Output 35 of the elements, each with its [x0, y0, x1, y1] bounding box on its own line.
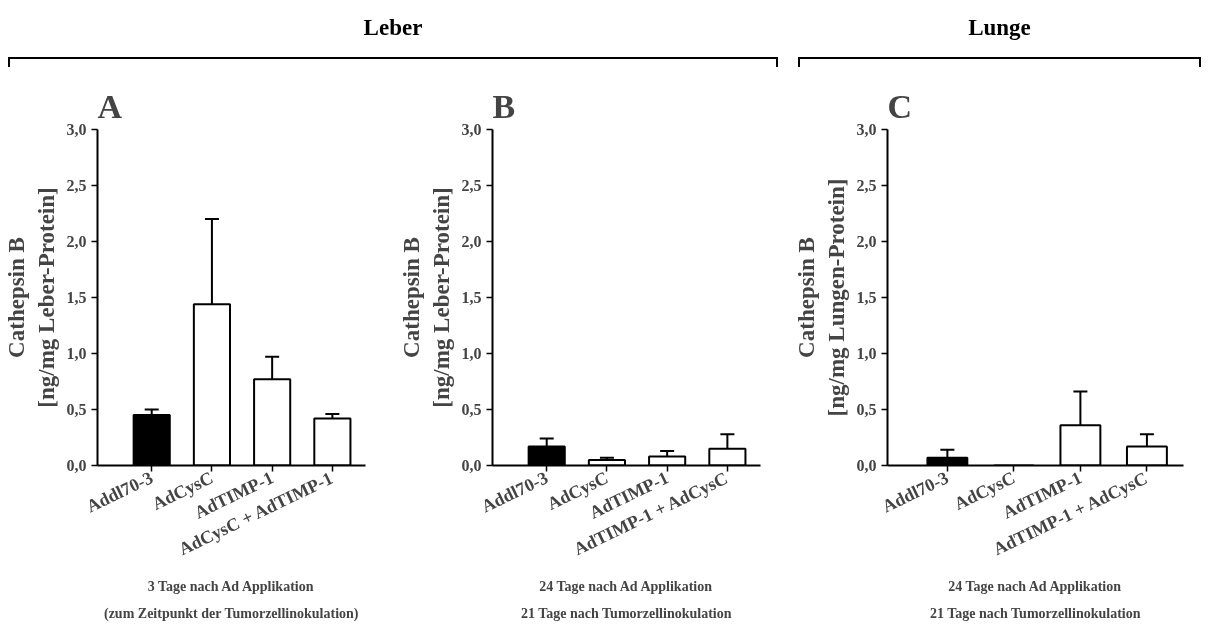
y-tick-label: 3,0 — [66, 121, 87, 138]
y-tick-label: 1,0 — [461, 345, 482, 362]
y-tick-label: 0,0 — [856, 457, 877, 474]
y-tick-label: 0,0 — [461, 457, 482, 474]
y-tick-label: 1,5 — [461, 289, 482, 306]
y-tick-label: 3,0 — [461, 121, 482, 138]
text: 21 Tage nach Tumorzellinokulation — [930, 605, 1141, 621]
chart-title: A — [97, 87, 123, 125]
chart-title: C — [887, 87, 913, 125]
y-axis-title: Cathepsin B [ng/mg Lungen-Protein] — [793, 178, 849, 417]
y-tick-label: 0,5 — [461, 401, 482, 418]
y-tick-label: 2,0 — [461, 233, 482, 250]
y-tick-label: 0,5 — [66, 401, 87, 418]
chart-subtitle: Leber — [362, 14, 424, 42]
y-tick-label: 1,5 — [856, 289, 877, 306]
y-tick-label: 2,5 — [66, 177, 87, 194]
y-axis-title: Cathepsin B [ng/mg Leber-Protein] — [398, 187, 454, 408]
chart-title: B — [492, 87, 516, 125]
y-tick-label: 1,0 — [66, 345, 87, 362]
y-tick-label: 2,0 — [856, 233, 877, 250]
y-axis-title: Cathepsin B [ng/mg Leber-Protein] — [3, 187, 59, 408]
y-tick-label: 0,5 — [856, 401, 877, 418]
text: 21 Tage nach Tumorzellinokulation — [521, 605, 732, 621]
y-tick-label: 2,5 — [856, 177, 877, 194]
y-tick-label: 2,5 — [461, 177, 482, 194]
y-tick-label: 3,0 — [856, 121, 877, 138]
y-tick-label: 1,0 — [856, 345, 877, 362]
chart-subtitle: Lunge — [967, 14, 1032, 42]
text: 3 Tage nach Ad Applikation — [147, 578, 314, 594]
text: 24 Tage nach Ad Applikation — [539, 578, 713, 594]
text: (zum Zeitpunkt der Tumorzellinokulation) — [104, 605, 359, 622]
y-tick-label: 1,5 — [66, 289, 87, 306]
y-tick-label: 2,0 — [66, 233, 87, 250]
y-tick-label: 0,0 — [66, 457, 87, 474]
text: 24 Tage nach Ad Applikation — [948, 578, 1122, 594]
